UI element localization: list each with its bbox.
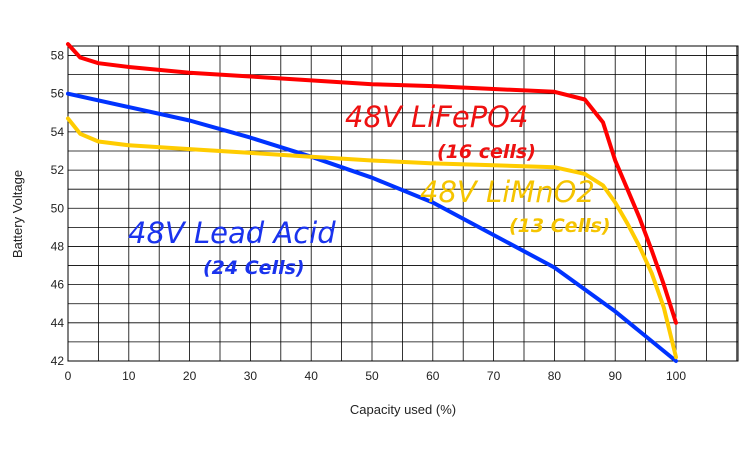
x-tick-label: 60 [426,369,440,383]
y-tick-label: 50 [51,201,65,215]
series-line-lead-acid [66,91,678,363]
plot-area [67,45,739,362]
x-axis-title: Capacity used (%) [350,402,456,417]
x-tick-label: 20 [183,369,197,383]
x-tick-label: 30 [244,369,258,383]
y-tick-label: 48 [51,239,65,253]
series-note-lead-acid: (24 Cells) [203,257,305,279]
x-tick-label: 100 [666,369,686,383]
y-tick-label: 56 [51,87,65,101]
x-tick-label: 50 [365,369,379,383]
y-axis-title: Battery Voltage [10,170,25,258]
y-tick-label: 58 [51,49,65,63]
x-tick-label: 40 [305,369,319,383]
series-label-lifepo4: 48V LiFePO4 [345,100,528,134]
y-tick-label: 44 [51,316,65,330]
x-tick-label: 10 [122,369,136,383]
x-tick-label: 0 [65,369,72,383]
axis-ticks: 0 10 20 30 40 50 60 70 80 90 100 42 44 46 48 50 52 54 56 58 [51,49,687,383]
y-tick-label: 46 [51,278,65,292]
x-tick-label: 90 [609,369,623,383]
series-label-limno2: 48V LiMnO2 [420,175,595,209]
y-tick-label: 54 [51,125,65,139]
x-tick-label: 80 [548,369,562,383]
y-tick-label: 42 [51,354,65,368]
series-lines [66,42,678,363]
series-line-limno2 [66,116,678,360]
series-note-limno2: (13 Cells) [509,215,611,237]
series-note-lifepo4: (16 cells) [437,141,536,163]
series-label-lead-acid: 48V Lead Acid [128,216,336,250]
x-tick-label: 70 [487,369,501,383]
series-line-lifepo4 [66,42,678,325]
y-tick-label: 52 [51,163,65,177]
